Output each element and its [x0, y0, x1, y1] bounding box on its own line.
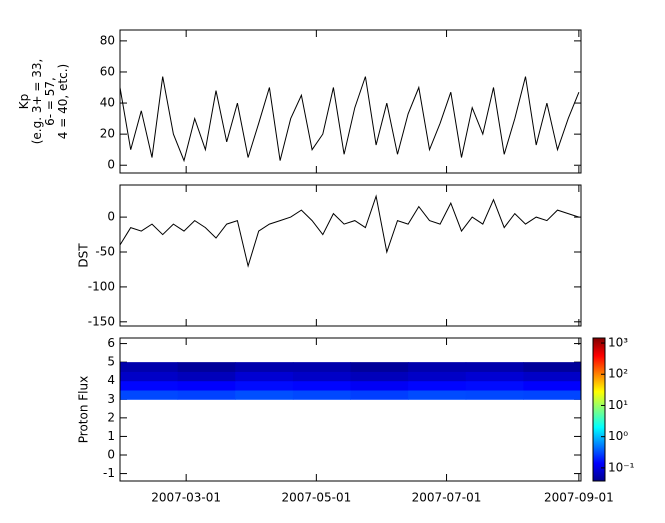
y-tick-label: 2: [107, 410, 115, 424]
colorbar-tick-label: 10⁻¹: [608, 460, 635, 474]
heat-cell: [120, 371, 179, 382]
colorbar-tick-label: 10²: [608, 367, 628, 381]
y-tick-label: 4: [107, 373, 115, 387]
heat-cell: [350, 380, 409, 391]
x-tick-label: 2007-07-01: [412, 491, 482, 505]
y-tick-label: 0: [107, 210, 115, 224]
y-tick-label: 0: [107, 158, 115, 172]
heat-cell: [292, 380, 351, 391]
heat-cell: [177, 362, 236, 372]
panel-frame: [119, 29, 582, 174]
y-tick-label: 20: [100, 127, 115, 141]
colorbar-tick-label: 10³: [608, 336, 628, 350]
heat-cell: [177, 380, 236, 391]
y-axis-label: (e.g. 3+ = 33,: [30, 59, 44, 145]
heat-cell: [292, 390, 351, 400]
heat-cell: [350, 362, 409, 372]
heat-cell: [235, 362, 294, 372]
y-tick-label: -100: [88, 279, 115, 293]
y-axis-label: DST: [77, 243, 91, 268]
heat-cell: [350, 390, 409, 400]
y-tick-label: 3: [107, 392, 115, 406]
heat-cell: [235, 380, 294, 391]
y-tick-label: 5: [107, 355, 115, 369]
heat-cell: [408, 390, 467, 400]
y-tick-label: 40: [100, 96, 115, 110]
y-tick-label: 0: [107, 448, 115, 462]
heat-cell: [465, 380, 524, 391]
heat-cell: [465, 371, 524, 382]
y-tick-label: 60: [100, 64, 115, 78]
colorbar-tick-label: 10⁰: [608, 429, 628, 443]
heat-cell: [523, 390, 582, 400]
data-line: [119, 194, 580, 268]
data-line: [119, 76, 580, 163]
heat-cell: [292, 362, 351, 372]
heat-cell: [523, 371, 582, 382]
heat-cell: [177, 390, 236, 400]
colorbar-tick-label: 10¹: [608, 398, 628, 412]
heat-cell: [177, 371, 236, 382]
heat-cell: [120, 362, 179, 372]
y-axis-label: 6- = 57,: [43, 77, 57, 126]
heat-cell: [465, 362, 524, 372]
panel-frame: [119, 184, 582, 327]
heat-cell: [465, 390, 524, 400]
heat-cell: [408, 380, 467, 391]
heat-cell: [408, 371, 467, 382]
heat-cell: [292, 371, 351, 382]
colorbar: [592, 337, 606, 482]
x-tick-label: 2007-09-01: [544, 491, 614, 505]
y-tick-label: 1: [107, 429, 115, 443]
heat-cell: [120, 380, 179, 391]
y-tick-label: -50: [95, 245, 115, 259]
heat-cell: [408, 362, 467, 372]
y-axis-label: Proton Flux: [77, 376, 91, 443]
x-tick-label: 2007-03-01: [151, 491, 221, 505]
heat-cell: [523, 362, 582, 372]
heat-cell: [523, 380, 582, 391]
y-axis-label: Kp: [17, 94, 31, 110]
heat-cell: [235, 390, 294, 400]
y-tick-label: -1: [103, 466, 115, 480]
x-tick-label: 2007-05-01: [281, 491, 351, 505]
y-axis-label: 4 = 40, etc.): [56, 64, 70, 139]
y-tick-label: 80: [100, 33, 115, 47]
heat-cell: [350, 371, 409, 382]
y-tick-label: -150: [88, 314, 115, 328]
heat-cell: [235, 371, 294, 382]
y-tick-label: 6: [107, 336, 115, 350]
panel-frame: [119, 337, 582, 482]
heat-cell: [120, 390, 179, 400]
